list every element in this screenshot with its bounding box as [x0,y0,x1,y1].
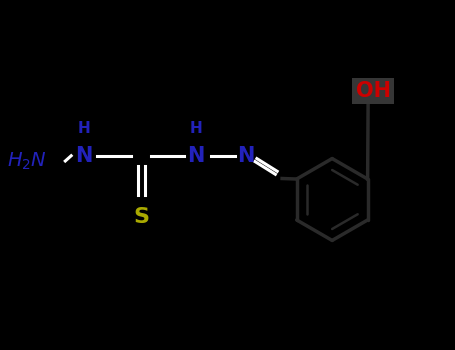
Text: S: S [133,207,149,227]
Text: H: H [78,121,91,136]
Text: N: N [237,146,254,166]
Text: $H_2N$: $H_2N$ [7,150,47,172]
Text: OH: OH [356,81,390,101]
Text: H: H [189,121,202,136]
Text: N: N [187,146,204,166]
Text: N: N [76,146,93,166]
